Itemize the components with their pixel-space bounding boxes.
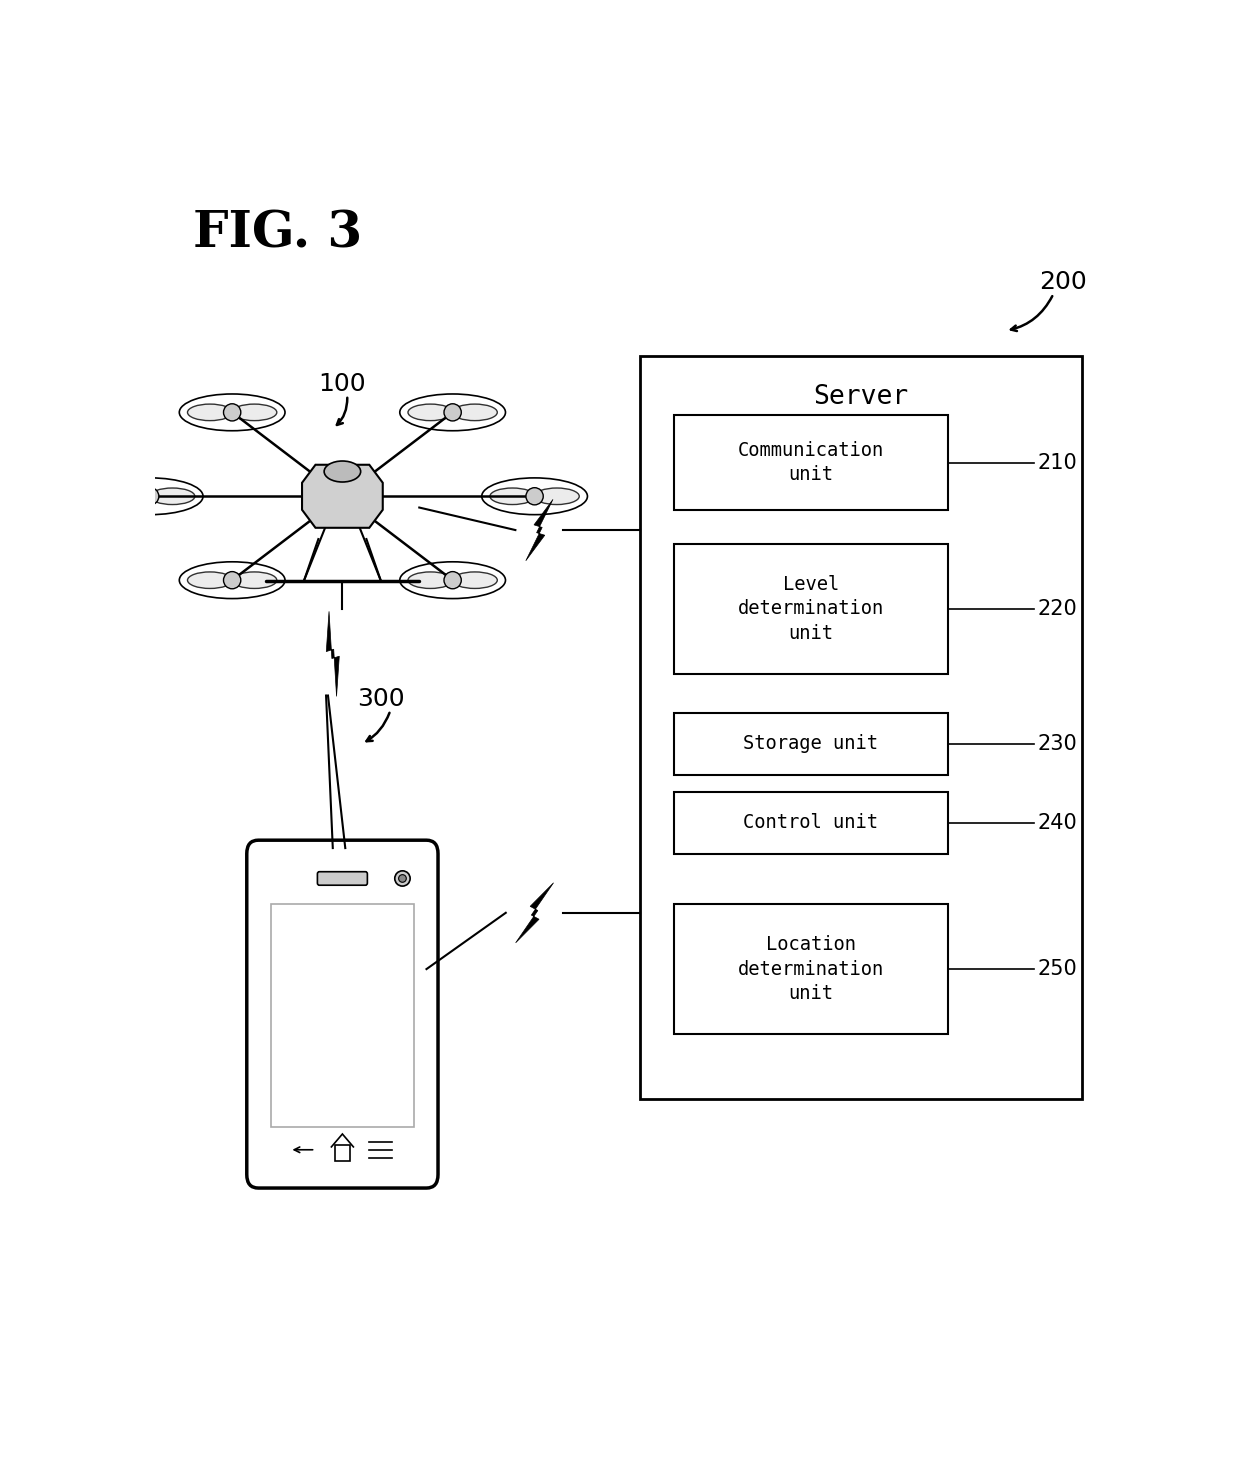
Text: Location
determination
unit: Location determination unit [738,936,884,1003]
Ellipse shape [223,404,241,421]
Ellipse shape [187,404,232,421]
Text: 210: 210 [1038,453,1078,472]
Ellipse shape [408,572,453,589]
Bar [335,1145,350,1161]
Bar [675,713,947,775]
Ellipse shape [187,572,232,589]
Polygon shape [516,883,553,943]
Ellipse shape [490,488,534,504]
Ellipse shape [105,488,150,504]
Text: Communication
unit: Communication unit [738,442,884,484]
Polygon shape [303,465,383,528]
Ellipse shape [453,404,497,421]
Text: 100: 100 [319,371,366,396]
Text: 250: 250 [1038,959,1078,980]
Bar [675,905,947,1034]
Polygon shape [526,500,553,561]
Ellipse shape [453,572,497,589]
Text: Server: Server [813,383,909,409]
Ellipse shape [394,871,410,886]
Ellipse shape [141,488,159,504]
Text: 230: 230 [1038,734,1078,754]
Bar [270,905,414,1127]
Text: FIG. 3: FIG. 3 [193,209,362,259]
Ellipse shape [232,404,277,421]
Ellipse shape [223,572,241,589]
Ellipse shape [408,404,453,421]
Ellipse shape [150,488,195,504]
Ellipse shape [324,461,361,482]
Text: 240: 240 [1038,813,1078,833]
Bar [640,355,1083,1098]
Text: Level
determination
unit: Level determination unit [738,575,884,643]
Bar [675,544,947,674]
Text: 200: 200 [1039,270,1087,294]
Text: Storage unit: Storage unit [744,734,878,753]
Text: 220: 220 [1038,599,1078,618]
Ellipse shape [534,488,579,504]
FancyBboxPatch shape [317,871,367,885]
Ellipse shape [526,488,543,504]
Polygon shape [326,611,340,696]
Bar [675,415,947,510]
Ellipse shape [398,874,407,882]
Ellipse shape [232,572,277,589]
Text: Control unit: Control unit [744,813,878,832]
Ellipse shape [444,404,461,421]
Bar [675,792,947,854]
Text: 300: 300 [357,687,404,711]
FancyBboxPatch shape [247,841,438,1189]
Ellipse shape [444,572,461,589]
